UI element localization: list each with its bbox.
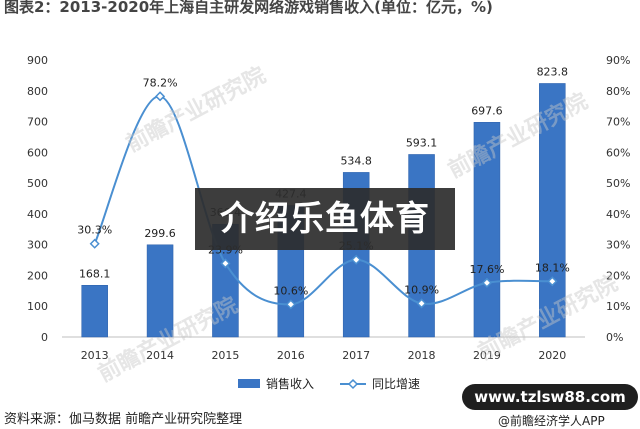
- bar-2013: [81, 285, 108, 338]
- bar-data-label: 593.1: [406, 136, 438, 149]
- y-right-tick-label: 0%: [606, 331, 623, 344]
- x-tick-label: 2013: [81, 349, 109, 362]
- bar-data-label: 534.8: [340, 154, 372, 167]
- y-right-tick-label: 80%: [606, 85, 630, 98]
- legend-bar-swatch: [238, 379, 260, 388]
- y-left-tick-label: 700: [27, 116, 48, 129]
- bar-data-label: 697.6: [471, 104, 503, 117]
- y-left-tick-label: 500: [27, 177, 48, 190]
- y-left-tick-label: 300: [27, 239, 48, 252]
- line-data-label: 30.3%: [77, 224, 112, 237]
- x-tick-label: 2020: [538, 349, 566, 362]
- line-data-label: 10.6%: [273, 284, 308, 297]
- y-right-tick-label: 20%: [606, 269, 630, 282]
- url-badge[interactable]: www.tzlsw88.com: [462, 384, 638, 410]
- chart-title: 图表2：2013-2020年上海自主研发网络游戏销售收入(单位：亿元，%): [4, 0, 493, 16]
- growth-point-2013: [89, 238, 100, 249]
- growth-point-2020: [547, 276, 558, 287]
- y-right-tick-label: 30%: [606, 239, 630, 252]
- bar-data-label: 823.8: [537, 65, 569, 78]
- bar-2019: [473, 122, 501, 338]
- x-tick-label: 2017: [342, 349, 370, 362]
- legend-bar-label: 销售收入: [266, 376, 314, 391]
- bar-2014: [146, 244, 174, 338]
- x-tick-label: 2016: [277, 349, 305, 362]
- app-credit: @前瞻经济学人APP: [498, 414, 605, 428]
- line-data-label: 78.2%: [143, 76, 178, 89]
- line-data-label: 10.9%: [404, 283, 439, 296]
- x-tick-label: 2015: [211, 349, 239, 362]
- growth-point-2019: [481, 277, 492, 288]
- y-left-tick-label: 0: [41, 331, 48, 344]
- bar-2020: [539, 83, 566, 338]
- y-right-tick-label: 70%: [606, 116, 630, 129]
- y-left-tick-label: 900: [27, 54, 48, 67]
- overlay-banner: 介绍乐鱼体育: [195, 188, 455, 250]
- line-data-label: 17.6%: [469, 263, 504, 276]
- bar-data-label: 168.1: [79, 267, 111, 280]
- growth-point-2017: [351, 254, 362, 265]
- y-left-tick-label: 400: [27, 208, 48, 221]
- growth-point-2015: [220, 258, 231, 269]
- growth-point-2018: [416, 298, 427, 309]
- x-tick-label: 2019: [473, 349, 501, 362]
- growth-point-2014: [155, 91, 166, 102]
- y-left-tick-label: 100: [27, 300, 48, 313]
- y-right-tick-label: 40%: [606, 208, 630, 221]
- x-tick-label: 2018: [408, 349, 436, 362]
- y-left-tick-label: 600: [27, 146, 48, 159]
- y-left-tick-label: 200: [27, 269, 48, 282]
- source-note: 资料来源：伽马数据 前瞻产业研究院整理: [4, 412, 243, 427]
- bar-data-label: 299.6: [144, 227, 176, 240]
- x-tick-label: 2014: [146, 349, 174, 362]
- y-right-tick-label: 60%: [606, 146, 630, 159]
- y-right-tick-label: 50%: [606, 177, 630, 190]
- line-data-label: 18.1%: [535, 261, 570, 274]
- y-left-tick-label: 800: [27, 85, 48, 98]
- legend-line-label: 同比增速: [372, 377, 420, 391]
- y-right-tick-label: 10%: [606, 300, 630, 313]
- growth-point-2016: [285, 299, 296, 310]
- y-right-tick-label: 90%: [606, 54, 630, 67]
- legend-line-marker: [347, 378, 359, 390]
